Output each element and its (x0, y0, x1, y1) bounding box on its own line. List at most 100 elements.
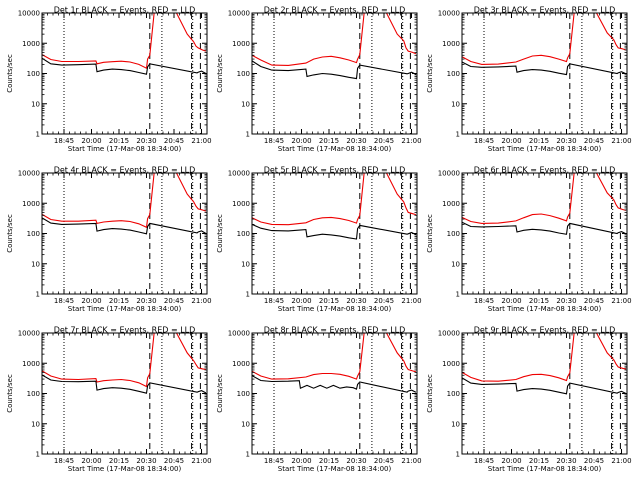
events-series-line (252, 223, 417, 240)
y-tick-label: 1 (456, 291, 460, 299)
x-tick-label: 20:45 (584, 297, 604, 305)
y-tick-label: 100 (447, 390, 460, 398)
x-tick-label: 20:30 (136, 137, 156, 145)
plot-panel: Det 1r BLACK = Events, RED = LLD 1 10 100 10… (6, 6, 212, 154)
y-tick-label: 10 (451, 100, 460, 108)
y-axis-label: Counts/sec (426, 214, 434, 253)
events-series-line (462, 221, 627, 235)
series-group (252, 13, 417, 80)
lld-series-line (462, 13, 627, 65)
plot-title: Det 7r BLACK = Events, RED = LLD (54, 326, 196, 335)
x-tick-label: 18:45 (474, 137, 494, 145)
y-tick-label: 10 (31, 260, 40, 268)
y-tick-label: 1 (246, 291, 250, 299)
y-tick-label: 1000 (232, 360, 250, 368)
plot-frame (41, 172, 208, 295)
x-tick-label: 20:45 (164, 457, 184, 465)
y-tick-label: 10 (451, 260, 460, 268)
x-tick-label: 18:45 (54, 457, 74, 465)
lld-series-line (252, 333, 417, 380)
y-tick-label: 100 (237, 230, 250, 238)
lld-series-line (252, 13, 417, 66)
y-tick-label: 1000 (442, 200, 460, 208)
x-axis-label: Start Time (17-Mar-08 18:34:00) (278, 305, 392, 313)
y-axis-label: Counts/sec (216, 374, 224, 413)
plot-title: Det 4r BLACK = Events, RED = LLD (54, 166, 196, 175)
y-tick-label: 10000 (438, 10, 460, 18)
series-group (252, 173, 417, 240)
y-tick-label: 1000 (22, 360, 40, 368)
plot-title: Det 3r BLACK = Events, RED = LLD (474, 6, 616, 15)
x-tick-label: 21:00 (401, 137, 421, 145)
y-tick-label: 10000 (228, 170, 250, 178)
y-axis-label: Counts/sec (216, 214, 224, 253)
y-tick-label: 10 (31, 100, 40, 108)
x-tick-label: 21:00 (401, 297, 421, 305)
x-axis-label: Start Time (17-Mar-08 18:34:00) (68, 465, 182, 473)
plot-panel: Det 2r BLACK = Events, RED = LLD 1 10 100 10… (216, 6, 422, 154)
x-tick-label: 20:15 (319, 297, 339, 305)
events-series-line (252, 60, 417, 80)
y-axis-label: Counts/sec (6, 374, 14, 413)
y-tick-label: 1000 (232, 200, 250, 208)
x-tick-label: 20:15 (109, 297, 129, 305)
y-axis-label: Counts/sec (426, 374, 434, 413)
y-tick-label: 100 (27, 390, 40, 398)
y-tick-label: 10000 (438, 330, 460, 338)
x-tick-label: 20:00 (291, 137, 311, 145)
x-tick-label: 21:00 (191, 297, 211, 305)
x-tick-label: 20:30 (346, 457, 366, 465)
x-tick-label: 20:00 (81, 457, 101, 465)
y-tick-label: 1 (246, 451, 250, 459)
events-series-line (42, 374, 207, 394)
plot-title: Det 8r BLACK = Events, RED = LLD (264, 326, 406, 335)
y-tick-label: 10 (241, 100, 250, 108)
events-series-line (42, 217, 207, 235)
y-tick-label: 10000 (228, 10, 250, 18)
plot-panel: Det 3r BLACK = Events, RED = LLD 1 10 100 10… (426, 6, 632, 154)
x-axis-label: Start Time (17-Mar-08 18:34:00) (68, 305, 182, 313)
y-tick-label: 10000 (18, 10, 40, 18)
x-tick-label: 20:45 (374, 457, 394, 465)
x-tick-label: 18:45 (474, 457, 494, 465)
y-tick-label: 1 (246, 131, 250, 139)
plot-panel: Det 5r BLACK = Events, RED = LLD 1 10 100 10… (216, 166, 422, 314)
y-tick-label: 1000 (442, 360, 460, 368)
x-tick-label: 21:00 (191, 137, 211, 145)
x-tick-label: 21:00 (611, 457, 631, 465)
y-axis-label: Counts/sec (6, 214, 14, 253)
x-tick-label: 20:15 (529, 297, 549, 305)
x-axis-label: Start Time (17-Mar-08 18:34:00) (488, 305, 602, 313)
y-tick-label: 1 (456, 451, 460, 459)
plot-panel: Det 8r BLACK = Events, RED = LLD 1 10 100 10… (216, 326, 422, 474)
y-tick-label: 1 (36, 291, 40, 299)
x-tick-label: 20:15 (109, 137, 129, 145)
x-tick-label: 18:45 (54, 137, 74, 145)
x-tick-label: 20:15 (109, 457, 129, 465)
x-tick-label: 20:00 (501, 297, 521, 305)
plot-title: Det 5r BLACK = Events, RED = LLD (264, 166, 406, 175)
y-axis-label: Counts/sec (6, 54, 14, 93)
series-group (252, 333, 417, 393)
x-tick-label: 18:45 (264, 297, 284, 305)
x-axis-label: Start Time (17-Mar-08 18:34:00) (488, 145, 602, 153)
plot-frame (461, 12, 628, 135)
y-tick-label: 10 (451, 420, 460, 428)
plot-panel: Det 7r BLACK = Events, RED = LLD 1 10 100 10… (6, 326, 212, 474)
y-tick-label: 100 (237, 390, 250, 398)
x-tick-label: 20:45 (374, 297, 394, 305)
series-group (462, 13, 627, 76)
x-axis-label: Start Time (17-Mar-08 18:34:00) (278, 465, 392, 473)
y-tick-label: 10000 (18, 170, 40, 178)
series-group (462, 333, 627, 395)
x-tick-label: 20:00 (291, 457, 311, 465)
x-tick-label: 20:15 (529, 137, 549, 145)
y-axis-label: Counts/sec (216, 54, 224, 93)
x-tick-label: 20:00 (291, 297, 311, 305)
series-group (42, 333, 207, 394)
plot-frame (251, 332, 418, 455)
x-tick-label: 20:45 (374, 137, 394, 145)
y-tick-label: 10 (241, 420, 250, 428)
plot-frame (251, 12, 418, 135)
